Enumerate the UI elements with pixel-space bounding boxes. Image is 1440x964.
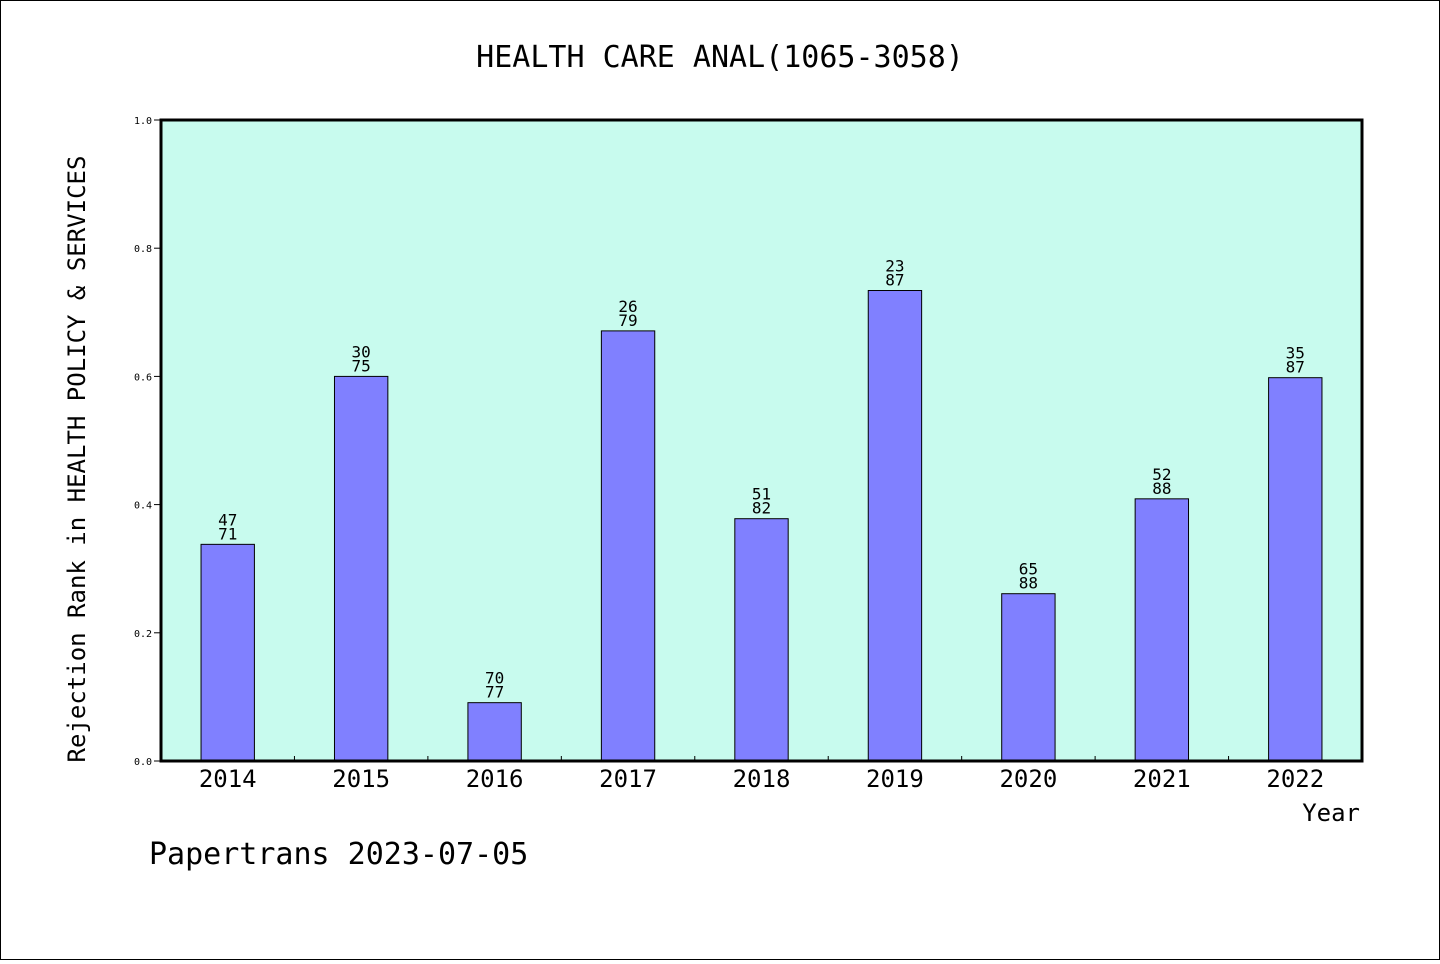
- footer-note: Papertrans 2023-07-05: [149, 837, 528, 872]
- y-tick-label: 0.4: [134, 501, 152, 512]
- bar: [1001, 593, 1056, 762]
- x-tick-label: 2014: [199, 765, 257, 793]
- bar-label-bottom: 75: [352, 356, 371, 375]
- bar-label-bottom: 71: [218, 524, 237, 543]
- bar-label-bottom: 82: [752, 499, 771, 518]
- bar-label-top: 51: [752, 485, 771, 504]
- bar-label-bottom: 87: [885, 271, 904, 290]
- bar-label-bottom: 77: [485, 683, 504, 702]
- bar-label-top: 70: [485, 669, 504, 688]
- y-axis-label: Rejection Rank in HEALTH POLICY & SERVIC…: [63, 156, 91, 763]
- x-tick-label: 2015: [332, 765, 390, 793]
- x-tick-label: 2019: [866, 765, 924, 793]
- bar-label-top: 52: [1152, 465, 1171, 484]
- y-tick-label: 0.8: [134, 244, 152, 255]
- y-tick-label: 0.6: [134, 372, 152, 383]
- bar-label-top: 35: [1286, 344, 1305, 363]
- plot-border: [159, 118, 1364, 763]
- x-axis-label: Year: [1302, 799, 1360, 827]
- chart-title: HEALTH CARE ANAL(1065-3058): [476, 40, 964, 75]
- bar: [1268, 377, 1323, 762]
- bar-label-top: 65: [1019, 560, 1038, 579]
- bar: [867, 290, 923, 762]
- x-tick-label: 2017: [599, 765, 657, 793]
- y-tick-label: 0.0: [134, 757, 152, 768]
- x-tick-label: 2021: [1133, 765, 1191, 793]
- bar-label-top: 30: [352, 342, 371, 361]
- x-tick-label: 2022: [1266, 765, 1324, 793]
- y-tick-label: 1.0: [134, 116, 152, 127]
- bar: [200, 543, 255, 762]
- bar: [600, 330, 656, 762]
- x-tick-label: 2018: [733, 765, 791, 793]
- bar: [333, 375, 389, 762]
- bar-label-top: 26: [618, 297, 637, 316]
- bar: [467, 702, 522, 762]
- bar-label-top: 47: [218, 510, 237, 529]
- y-tick-label: 0.2: [134, 629, 152, 640]
- bar-label-bottom: 88: [1152, 479, 1171, 498]
- bar-label-bottom: 87: [1286, 358, 1305, 377]
- bar-label-bottom: 79: [618, 311, 637, 330]
- x-tick-label: 2020: [999, 765, 1057, 793]
- x-tick-label: 2016: [466, 765, 524, 793]
- bar: [734, 518, 789, 762]
- bar-label-bottom: 88: [1019, 574, 1038, 593]
- bar: [1134, 498, 1190, 762]
- bar-label-top: 23: [885, 257, 904, 276]
